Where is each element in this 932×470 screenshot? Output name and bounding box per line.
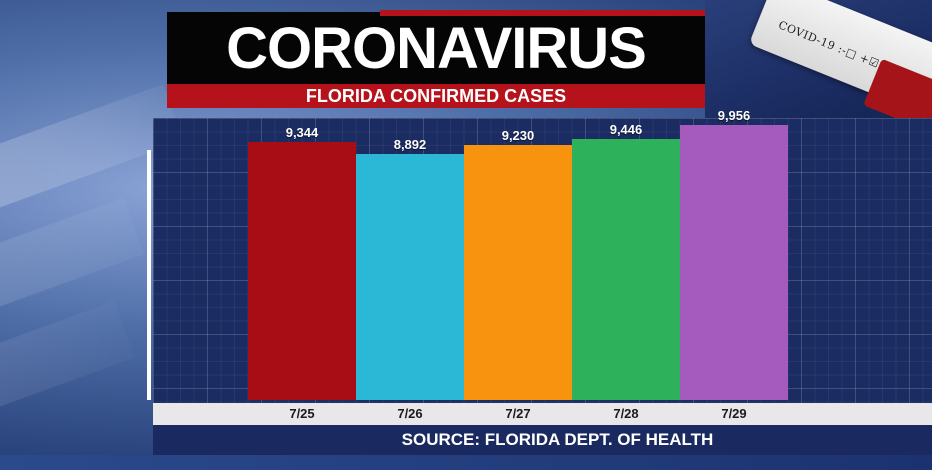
bar-7-29 [680,124,788,400]
source-bar [153,425,932,455]
source-text: SOURCE: FLORIDA DEPT. OF HEALTH [401,430,714,449]
x-tick-label: 7/26 [397,406,423,421]
title-accent-bar [380,10,705,16]
background-stripe [0,301,135,419]
bar-value-label: 9,344 [285,124,319,140]
x-axis-strip [153,403,932,425]
bar-7-26 [356,154,464,400]
bar-value-label: 9,230 [501,127,535,143]
x-tick-label: 7/29 [721,406,747,421]
title-box [167,12,705,84]
bar-7-25 [248,141,356,400]
bar-7-28 [572,138,680,400]
subtitle-bar [167,84,705,108]
bar-value-label: 9,446 [609,121,643,137]
x-tick-label: 7/27 [505,406,531,421]
x-tick-label: 7/28 [613,406,639,421]
page-subtitle: FLORIDA CONFIRMED CASES [305,86,567,106]
bottom-band [0,455,932,470]
x-tick-label: 7/25 [289,406,315,421]
page-title: CORONAVIRUS [226,16,647,81]
bar-7-27 [464,144,572,400]
bar-value-label: 9,956 [717,107,751,123]
y-axis-line [147,150,151,400]
background-stripe [0,197,145,323]
bar-value-label: 8,892 [393,137,427,153]
